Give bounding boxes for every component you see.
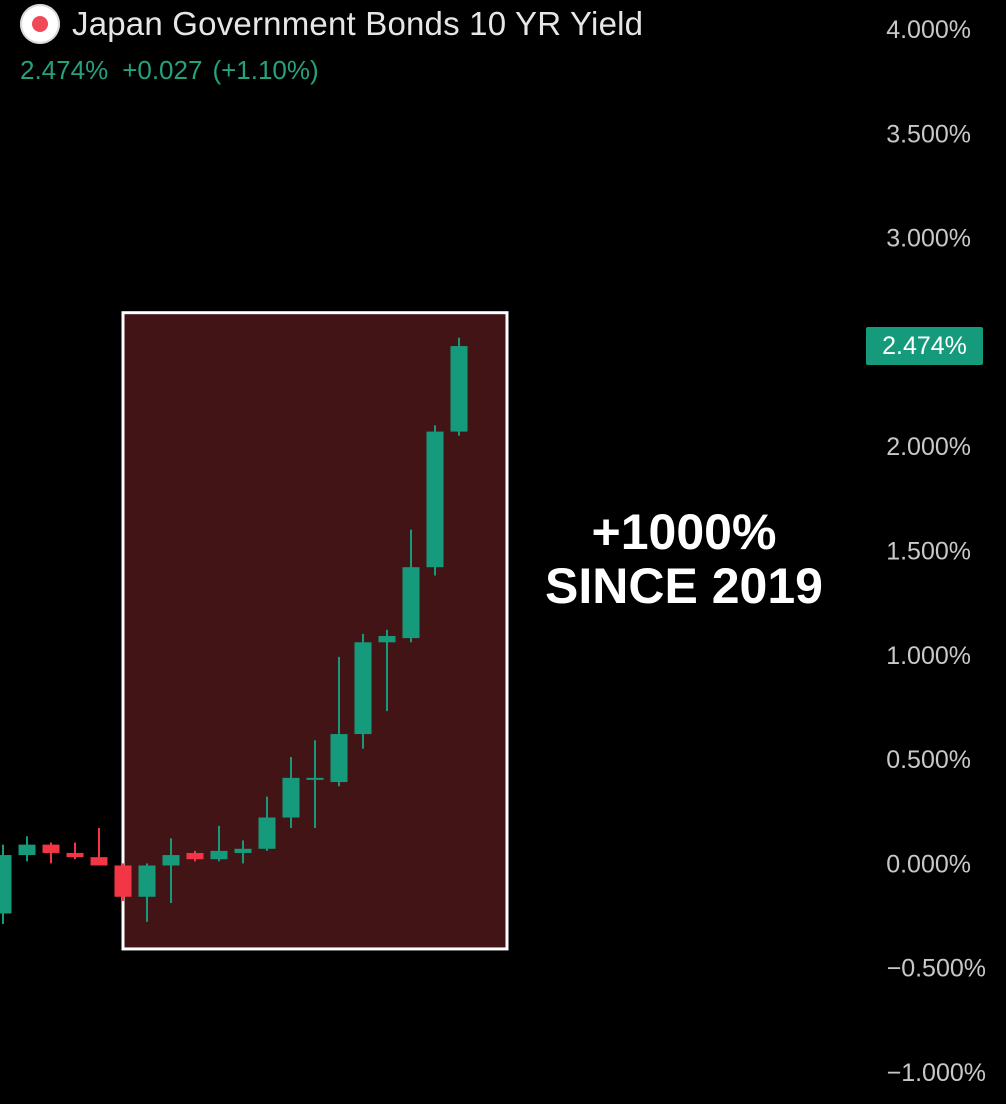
y-axis: 4.000% 3.500% 3.000% 2.000% 1.500% 1.000% 0.50… xyxy=(886,16,986,1087)
annotation-line-1: +1000% xyxy=(591,504,777,560)
candle-body-5 xyxy=(114,865,132,897)
last-price: 2.474% xyxy=(20,55,109,85)
candle-body-9 xyxy=(210,850,228,860)
candle-body-8 xyxy=(186,852,204,860)
japan-flag-icon xyxy=(20,4,60,44)
candles-group xyxy=(0,337,468,924)
y-tick-label: 4.000% xyxy=(886,16,971,44)
candle-body-12 xyxy=(282,777,300,818)
candle-body-14 xyxy=(330,734,348,783)
candle-body-3 xyxy=(66,852,84,858)
candle-body-13 xyxy=(306,777,324,780)
candle-body-1 xyxy=(18,844,36,856)
candle-body-19 xyxy=(450,346,468,432)
candle-body-11 xyxy=(258,817,276,849)
candle-body-4 xyxy=(90,857,108,866)
highlight-box xyxy=(121,311,509,951)
y-tick-label: 3.500% xyxy=(886,120,971,148)
y-tick-label: −0.500% xyxy=(887,955,986,983)
y-tick-label: −1.000% xyxy=(887,1059,986,1087)
annotation-line-2: SINCE 2019 xyxy=(545,558,823,614)
candle-body-7 xyxy=(162,855,180,866)
candle-body-18 xyxy=(426,431,444,568)
last-price-tag: 2.474% xyxy=(866,327,983,365)
candle-body-2 xyxy=(42,844,60,853)
chart-header: Japan Government Bonds 10 YR Yield xyxy=(20,4,643,44)
y-tick-label: 1.000% xyxy=(886,642,971,670)
quote-line: 2.474% +0.027 (+1.10%) xyxy=(20,55,319,86)
candle-body-15 xyxy=(354,642,372,735)
candle-body-6 xyxy=(138,865,156,897)
candle-body-0 xyxy=(0,855,12,914)
change-value: +0.027 xyxy=(122,55,203,85)
change-percent: (+1.10%) xyxy=(212,55,319,85)
candle-body-17 xyxy=(402,567,420,639)
y-tick-label: 0.500% xyxy=(886,746,971,774)
candle-body-16 xyxy=(378,636,396,643)
y-tick-label: 3.000% xyxy=(886,225,971,253)
y-tick-label: 2.000% xyxy=(886,433,971,461)
growth-annotation: +1000% SINCE 2019 xyxy=(538,505,830,613)
chart-title: Japan Government Bonds 10 YR Yield xyxy=(72,5,644,42)
y-tick-label: 0.000% xyxy=(886,850,971,878)
candle-body-10 xyxy=(234,848,252,853)
y-tick-label: 1.500% xyxy=(886,538,971,566)
